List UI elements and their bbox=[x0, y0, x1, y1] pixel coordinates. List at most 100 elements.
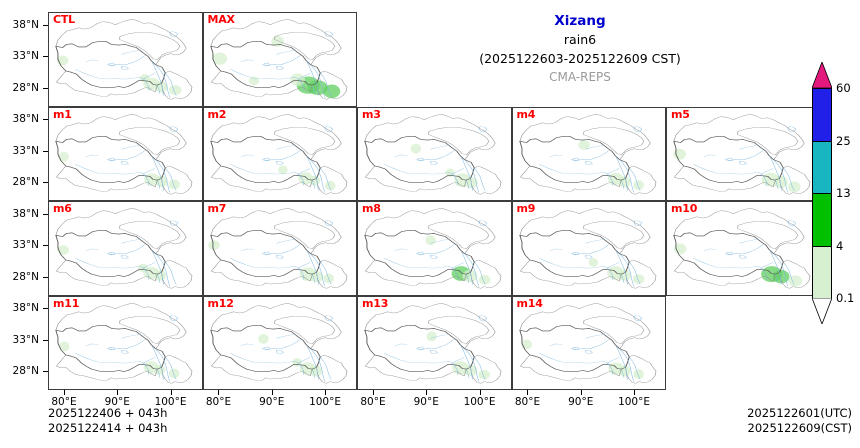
colorbar-boundary bbox=[812, 193, 832, 194]
x-axis-label: 100°E bbox=[618, 396, 650, 408]
y-axis-tick bbox=[43, 213, 48, 215]
panel-label: m9 bbox=[516, 202, 536, 215]
map-panel-m3[interactable]: m3 bbox=[357, 106, 512, 201]
panel-label: MAX bbox=[207, 13, 236, 26]
colorbar[interactable] bbox=[812, 62, 832, 324]
colorbar-tick-label: 60 bbox=[836, 81, 851, 95]
footer-left: 2025122406 + 043h 2025122414 + 043h bbox=[48, 406, 167, 436]
y-axis-label: 38°N bbox=[12, 302, 39, 315]
y-axis-tick bbox=[43, 182, 48, 184]
admin-layer bbox=[673, 113, 811, 195]
admin-layer bbox=[55, 207, 193, 289]
river-layer bbox=[538, 314, 642, 382]
map-canvas bbox=[673, 207, 811, 289]
colorbar-tick-label: 4 bbox=[836, 238, 844, 253]
map-canvas bbox=[518, 302, 656, 384]
y-axis-label: 33°N bbox=[12, 50, 39, 63]
map-canvas bbox=[55, 113, 193, 195]
map-canvas bbox=[209, 113, 347, 195]
x-axis-label: 80°E bbox=[360, 396, 386, 408]
map-panel-m10[interactable]: m10 bbox=[666, 201, 821, 296]
river-layer bbox=[229, 314, 333, 382]
x-axis-label: 90°E bbox=[568, 396, 594, 408]
river-layer bbox=[75, 220, 179, 287]
colorbar-over-arrow bbox=[812, 62, 832, 88]
map-canvas bbox=[55, 18, 193, 100]
map-panel-m1[interactable]: m1 bbox=[48, 106, 203, 201]
y-axis-label: 28°N bbox=[12, 81, 39, 94]
map-canvas bbox=[518, 207, 656, 289]
admin-layer bbox=[518, 207, 656, 289]
map-canvas bbox=[518, 113, 656, 195]
panel-label: m11 bbox=[53, 296, 80, 310]
x-axis-label: 90°E bbox=[259, 396, 285, 408]
colorbar-band bbox=[812, 140, 832, 193]
colorbar-boundary bbox=[812, 88, 832, 89]
y-axis-label: 33°N bbox=[12, 144, 39, 157]
map-panel-m8[interactable]: m8 bbox=[357, 201, 512, 296]
x-axis-tick bbox=[325, 390, 327, 395]
map-canvas bbox=[55, 207, 193, 289]
map-canvas bbox=[364, 113, 502, 195]
x-axis-label: 80°E bbox=[514, 396, 541, 408]
y-axis-tick bbox=[43, 87, 48, 89]
map-panel-m2[interactable]: m2 bbox=[202, 106, 357, 201]
map-panel-m14[interactable]: m14 bbox=[511, 295, 666, 390]
river-layer bbox=[229, 220, 333, 287]
x-axis-tick bbox=[271, 390, 273, 395]
colorbar-under-arrow bbox=[812, 298, 832, 324]
y-axis-label: 28°N bbox=[12, 176, 39, 189]
map-panel-ctl[interactable]: CTL bbox=[48, 12, 203, 107]
admin-layer bbox=[209, 207, 347, 289]
x-axis-tick bbox=[117, 390, 119, 395]
map-panel-m12[interactable]: m12 bbox=[202, 295, 357, 390]
map-canvas bbox=[55, 302, 193, 384]
map-panel-m11[interactable]: m11 bbox=[48, 295, 203, 390]
y-axis-tick bbox=[43, 56, 48, 58]
x-axis-tick bbox=[218, 390, 220, 395]
river-layer bbox=[75, 31, 179, 98]
map-panel-m13[interactable]: m13 bbox=[357, 295, 512, 390]
y-axis-tick bbox=[43, 308, 48, 310]
data-source: CMA-REPS bbox=[549, 70, 611, 84]
river-layer bbox=[75, 314, 179, 382]
y-axis-tick bbox=[43, 150, 48, 152]
map-canvas bbox=[673, 113, 811, 195]
colorbar-band bbox=[812, 193, 832, 246]
footer-right-line2: 2025122609(CST) bbox=[747, 421, 853, 435]
river-layer bbox=[384, 314, 488, 382]
colorbar-tick-labels: 60 25 13 4 0.1 bbox=[836, 62, 860, 324]
x-axis-tick bbox=[426, 390, 428, 395]
footer-right-line1: 2025122601(UTC) bbox=[747, 406, 852, 420]
panel-label: m5 bbox=[671, 107, 690, 121]
panel-label: CTL bbox=[53, 13, 75, 26]
map-panel-m6[interactable]: m6 bbox=[48, 201, 203, 296]
admin-layer bbox=[209, 113, 347, 195]
precip-layer bbox=[56, 55, 182, 96]
colorbar-band bbox=[812, 88, 832, 141]
map-panel-m5[interactable]: m5 bbox=[666, 106, 821, 201]
y-axis-label: 33°N bbox=[12, 239, 39, 252]
river-layer bbox=[75, 125, 179, 193]
x-axis-tick bbox=[63, 390, 65, 395]
panel-label: m12 bbox=[207, 296, 234, 310]
map-panel-m7[interactable]: m7 bbox=[202, 201, 357, 296]
panel-label: m2 bbox=[207, 107, 227, 121]
y-axis-tick bbox=[43, 371, 48, 373]
colorbar-tick-label: 13 bbox=[836, 186, 851, 200]
panel-label: m6 bbox=[53, 202, 72, 215]
title-block: Xizang rain6 (2025122603-2025122609 CST)… bbox=[430, 12, 730, 87]
river-layer bbox=[384, 125, 488, 193]
admin-layer bbox=[209, 302, 347, 384]
colorbar-boundary bbox=[812, 140, 832, 142]
y-axis-tick bbox=[43, 245, 48, 247]
precip-layer bbox=[211, 35, 340, 99]
precip-layer bbox=[520, 339, 644, 379]
precip-layer bbox=[410, 143, 478, 188]
x-axis-label: 100°E bbox=[154, 396, 187, 408]
map-panel-m4[interactable]: m4 bbox=[511, 106, 666, 201]
map-panel-m9[interactable]: m9 bbox=[511, 201, 666, 296]
colorbar-tick-label: 25 bbox=[836, 133, 851, 148]
map-panel-max[interactable]: MAX bbox=[202, 12, 357, 107]
